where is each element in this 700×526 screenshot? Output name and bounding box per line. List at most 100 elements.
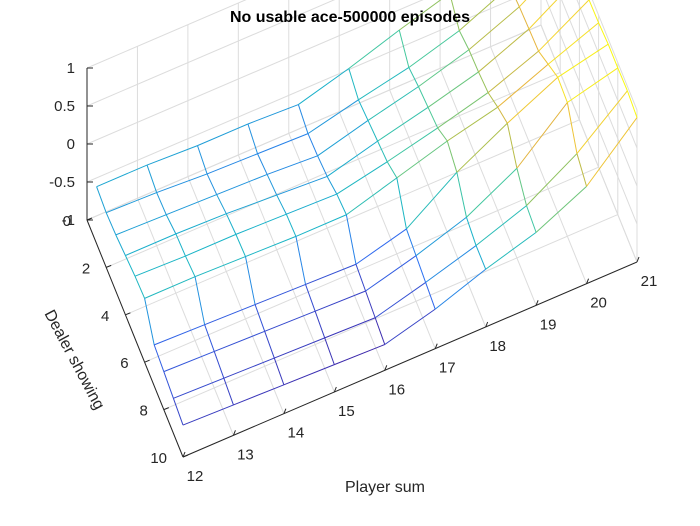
tick-layer: 12 13 14 15 16 17 18 19 20 21 0 2 4 6 8 10 -1 -0.5 0 0.5 1: [49, 60, 657, 485]
surface-mesh-edge: [163, 350, 215, 373]
surface-mesh-edge: [450, 0, 460, 31]
surface-mesh-edge: [557, 43, 609, 78]
surface-mesh-edge: [408, 67, 419, 87]
y-tick-mark: [125, 312, 131, 316]
x-tick-label: 18: [489, 338, 506, 355]
surface-mesh-edge: [298, 68, 350, 105]
surface-mesh-edge: [526, 205, 537, 233]
surface-mesh-edge: [405, 228, 417, 256]
surface-mesh-edge: [576, 153, 588, 187]
surface-mesh-edge: [96, 164, 148, 188]
surface-mesh-edge: [374, 281, 426, 319]
x-axis-label: Player sum: [345, 479, 425, 496]
x-tick-mark: [182, 451, 186, 458]
x-axis-line: [182, 261, 638, 458]
surface-mesh-edge: [547, 22, 599, 65]
x-tick-mark: [535, 300, 539, 306]
surface-mesh-edge: [254, 304, 266, 332]
surface-mesh-edge: [105, 212, 117, 236]
z-tick-label: -1: [62, 212, 75, 229]
surface-mesh-edge: [197, 123, 249, 147]
surface-mesh-edge: [214, 330, 265, 352]
surface-mesh-edge: [456, 172, 467, 218]
surface-mesh-edge: [206, 173, 218, 195]
surface-mesh-edge: [586, 117, 638, 187]
z-tick-label: 0: [67, 136, 75, 153]
x-tick-mark: [485, 321, 489, 328]
back-wall-grid-line: [86, 0, 424, 145]
surface-mesh-edge: [526, 153, 578, 206]
back-wall-grid-line: [86, 0, 513, 183]
surface-mesh-edge: [184, 255, 196, 277]
x-tick-mark: [636, 256, 640, 263]
back-wall-grid-line: [86, 0, 336, 107]
surface-mesh-edge: [134, 275, 146, 299]
surface-mesh-edge: [456, 122, 508, 173]
surface-mesh-edge: [115, 234, 126, 256]
surface-mesh-edge: [538, 50, 549, 65]
surface-mesh-edge: [557, 77, 568, 103]
surface-mesh-edge: [346, 177, 398, 216]
surface-mesh-edge: [324, 317, 376, 339]
floor-grid-line: [237, 154, 335, 393]
surface-mesh-edge: [115, 214, 167, 236]
y-tick-mark: [106, 264, 112, 268]
surface-mesh-edge: [307, 133, 319, 156]
surface-mesh-edge: [307, 99, 359, 135]
surface-mesh-edge: [216, 194, 227, 214]
surface-layer: [96, 0, 638, 426]
z-tick-label: 1: [67, 60, 75, 77]
surface-mesh-edge: [547, 63, 559, 78]
surface-mesh-edge: [384, 308, 436, 345]
floor-grid-line: [288, 133, 386, 371]
surface-mesh-edge: [425, 282, 436, 310]
surface-mesh-edge: [247, 104, 299, 125]
surface-mesh-edge: [276, 194, 287, 215]
surface-mesh-edge: [204, 324, 215, 352]
surface-mesh-edge: [458, 0, 495, 31]
surface-mesh-edge: [367, 120, 379, 142]
surface-mesh-edge: [326, 176, 338, 195]
surface-mesh-edge: [515, 0, 520, 8]
surface-mesh-edge: [163, 371, 174, 399]
surface-mesh-edge: [334, 344, 385, 366]
surface-mesh-edge: [418, 86, 429, 108]
surface-mesh-edge: [305, 263, 357, 285]
surface-mesh-edge: [166, 194, 217, 216]
surface-mesh-edge: [567, 67, 619, 103]
surface-mesh-edge: [427, 107, 439, 129]
surface-mesh-edge: [264, 331, 275, 359]
surface-mesh-edge: [257, 133, 309, 155]
floor-grid-line: [163, 214, 618, 411]
surface-mesh-edge: [485, 231, 537, 270]
surface-mesh-edge: [367, 86, 419, 121]
floor-grid-line: [389, 89, 487, 328]
surface-mesh-edge: [295, 214, 347, 237]
x-tick-mark: [283, 408, 287, 414]
surface-mesh-edge: [194, 256, 246, 278]
x-tick-label: 15: [338, 403, 355, 420]
surface-mesh-edge: [406, 171, 458, 230]
surface-mesh-edge: [124, 255, 136, 277]
surface-mesh-edge: [286, 193, 337, 215]
y-tick-mark: [144, 359, 150, 363]
x-tick-mark: [384, 365, 388, 371]
surface-mesh-edge: [617, 67, 628, 92]
surface-mesh-edge: [235, 213, 287, 235]
surface-mesh-edge: [425, 245, 477, 283]
surface-mesh-edge: [266, 174, 278, 196]
surface-mesh-edge: [283, 364, 335, 386]
surface-mesh-edge: [213, 351, 225, 379]
x-tick-label: 16: [388, 381, 405, 398]
surface-mesh-edge: [497, 106, 508, 124]
surface-mesh-edge: [437, 127, 448, 142]
x-tick-label: 14: [288, 425, 305, 442]
surface-mesh-edge: [348, 29, 400, 69]
surface-mesh-edge: [324, 337, 335, 365]
surface-mesh-edge: [566, 102, 578, 154]
x-tick-label: 17: [439, 360, 456, 377]
surface-mesh-edge: [576, 90, 628, 154]
y-tick-mark: [163, 407, 169, 411]
surface-mesh-edge: [235, 234, 246, 257]
